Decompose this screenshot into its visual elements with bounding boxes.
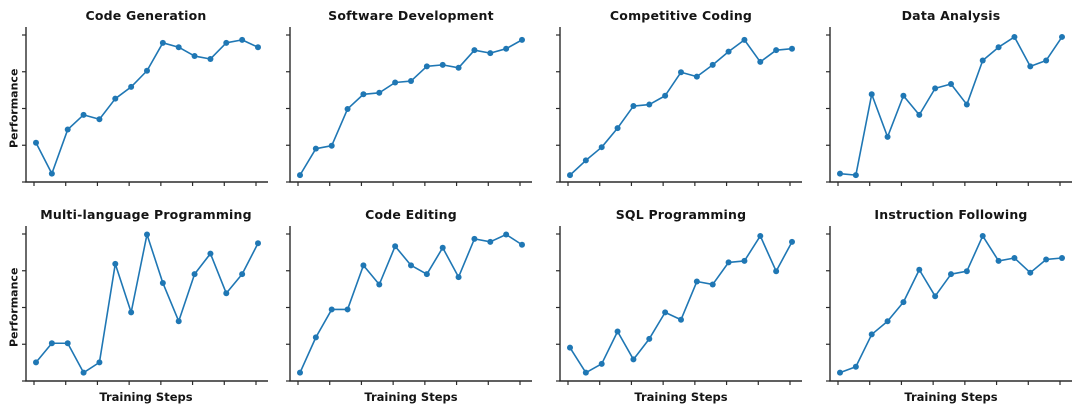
- subplot-title: Instruction Following: [874, 206, 1028, 222]
- subplot-sql-programming: SQL Programming Training Steps: [540, 202, 810, 405]
- line-chart-competitive-coding: [556, 27, 802, 186]
- subplot-code-generation: Code Generation Performance: [0, 0, 270, 202]
- subplot-title: Multi-language Programming: [40, 206, 252, 222]
- x-axis-label: Training Steps: [904, 389, 998, 404]
- line-chart-instruction-following: [826, 225, 1072, 385]
- line-chart-software-development: [286, 27, 532, 186]
- subplot-code-editing: Code Editing Training Steps: [270, 202, 540, 405]
- x-axis-label: Training Steps: [364, 389, 458, 404]
- x-axis-label: Training Steps: [634, 389, 728, 404]
- line-chart-data-analysis: [826, 27, 1072, 186]
- line-chart-code-editing: [286, 225, 532, 385]
- subplot-title: Software Development: [328, 8, 494, 23]
- subplot-title: Data Analysis: [901, 8, 1001, 23]
- line-chart-code-generation: [22, 27, 268, 186]
- subplot-title: Code Generation: [85, 8, 207, 23]
- line-chart-sql-programming: [556, 225, 802, 385]
- subplot-software-development: Software Development: [270, 0, 540, 202]
- line-chart-multi-language-programming: [22, 225, 268, 385]
- subplot-data-analysis: Data Analysis: [810, 0, 1080, 202]
- y-axis-label: Performance: [7, 68, 21, 148]
- subplot-instruction-following: Instruction Following Training Steps: [810, 202, 1080, 405]
- subplot-title: Competitive Coding: [609, 8, 753, 23]
- x-axis-label: Training Steps: [99, 389, 193, 404]
- subplot-competitive-coding: Competitive Coding: [540, 0, 810, 202]
- subplot-title: SQL Programming: [615, 206, 747, 222]
- subplot-title: Code Editing: [365, 206, 457, 222]
- y-axis-label: Performance: [7, 266, 21, 347]
- subplot-multi-language-programming: Multi-language Programming Performance T…: [0, 202, 270, 405]
